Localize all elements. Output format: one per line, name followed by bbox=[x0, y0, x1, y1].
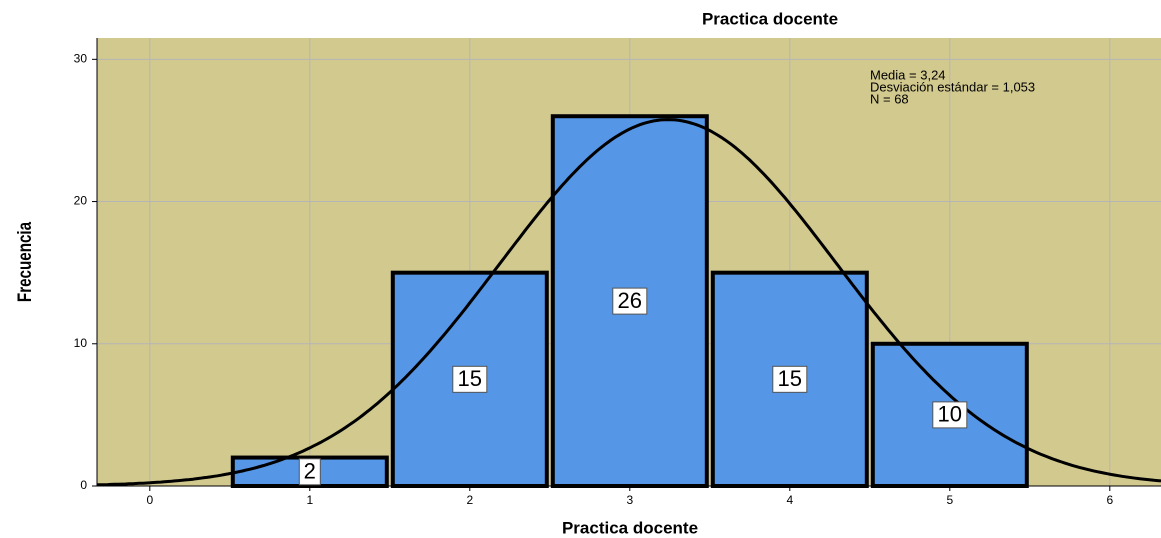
x-tick-label: 0 bbox=[146, 493, 153, 507]
x-axis-label: Practica docente bbox=[562, 518, 698, 537]
y-axis-label: Frecuencia bbox=[13, 222, 35, 303]
value-label: 2 bbox=[304, 459, 316, 484]
x-tick-label: 2 bbox=[466, 493, 473, 507]
y-tick-label: 20 bbox=[74, 194, 88, 208]
x-tick-label: 4 bbox=[786, 493, 793, 507]
value-label: 10 bbox=[938, 402, 962, 427]
value-label: 15 bbox=[778, 366, 802, 391]
stats-annotation: Media = 3,24 bbox=[870, 67, 946, 82]
y-tick-label: 10 bbox=[74, 336, 88, 350]
value-label-box bbox=[772, 365, 808, 393]
y-tick-label: 30 bbox=[74, 52, 88, 66]
stats-annotation: Desviación estándar = 1,053 bbox=[870, 79, 1035, 94]
x-tick-label: 1 bbox=[306, 493, 313, 507]
stats-annotation: N = 68 bbox=[870, 91, 909, 106]
x-tick-label: 5 bbox=[946, 493, 953, 507]
value-label: 15 bbox=[458, 366, 482, 391]
x-tick-label: 3 bbox=[626, 493, 633, 507]
value-label-box bbox=[932, 401, 968, 429]
value-label-box bbox=[452, 365, 488, 393]
value-label: 26 bbox=[618, 288, 642, 313]
x-tick-label: 6 bbox=[1106, 493, 1113, 507]
chart-title: Practica docente bbox=[702, 9, 838, 28]
normal-curve bbox=[96, 118, 1161, 487]
value-label-box bbox=[612, 287, 648, 315]
y-tick-label: 0 bbox=[80, 478, 87, 492]
value-label-box bbox=[298, 458, 321, 486]
